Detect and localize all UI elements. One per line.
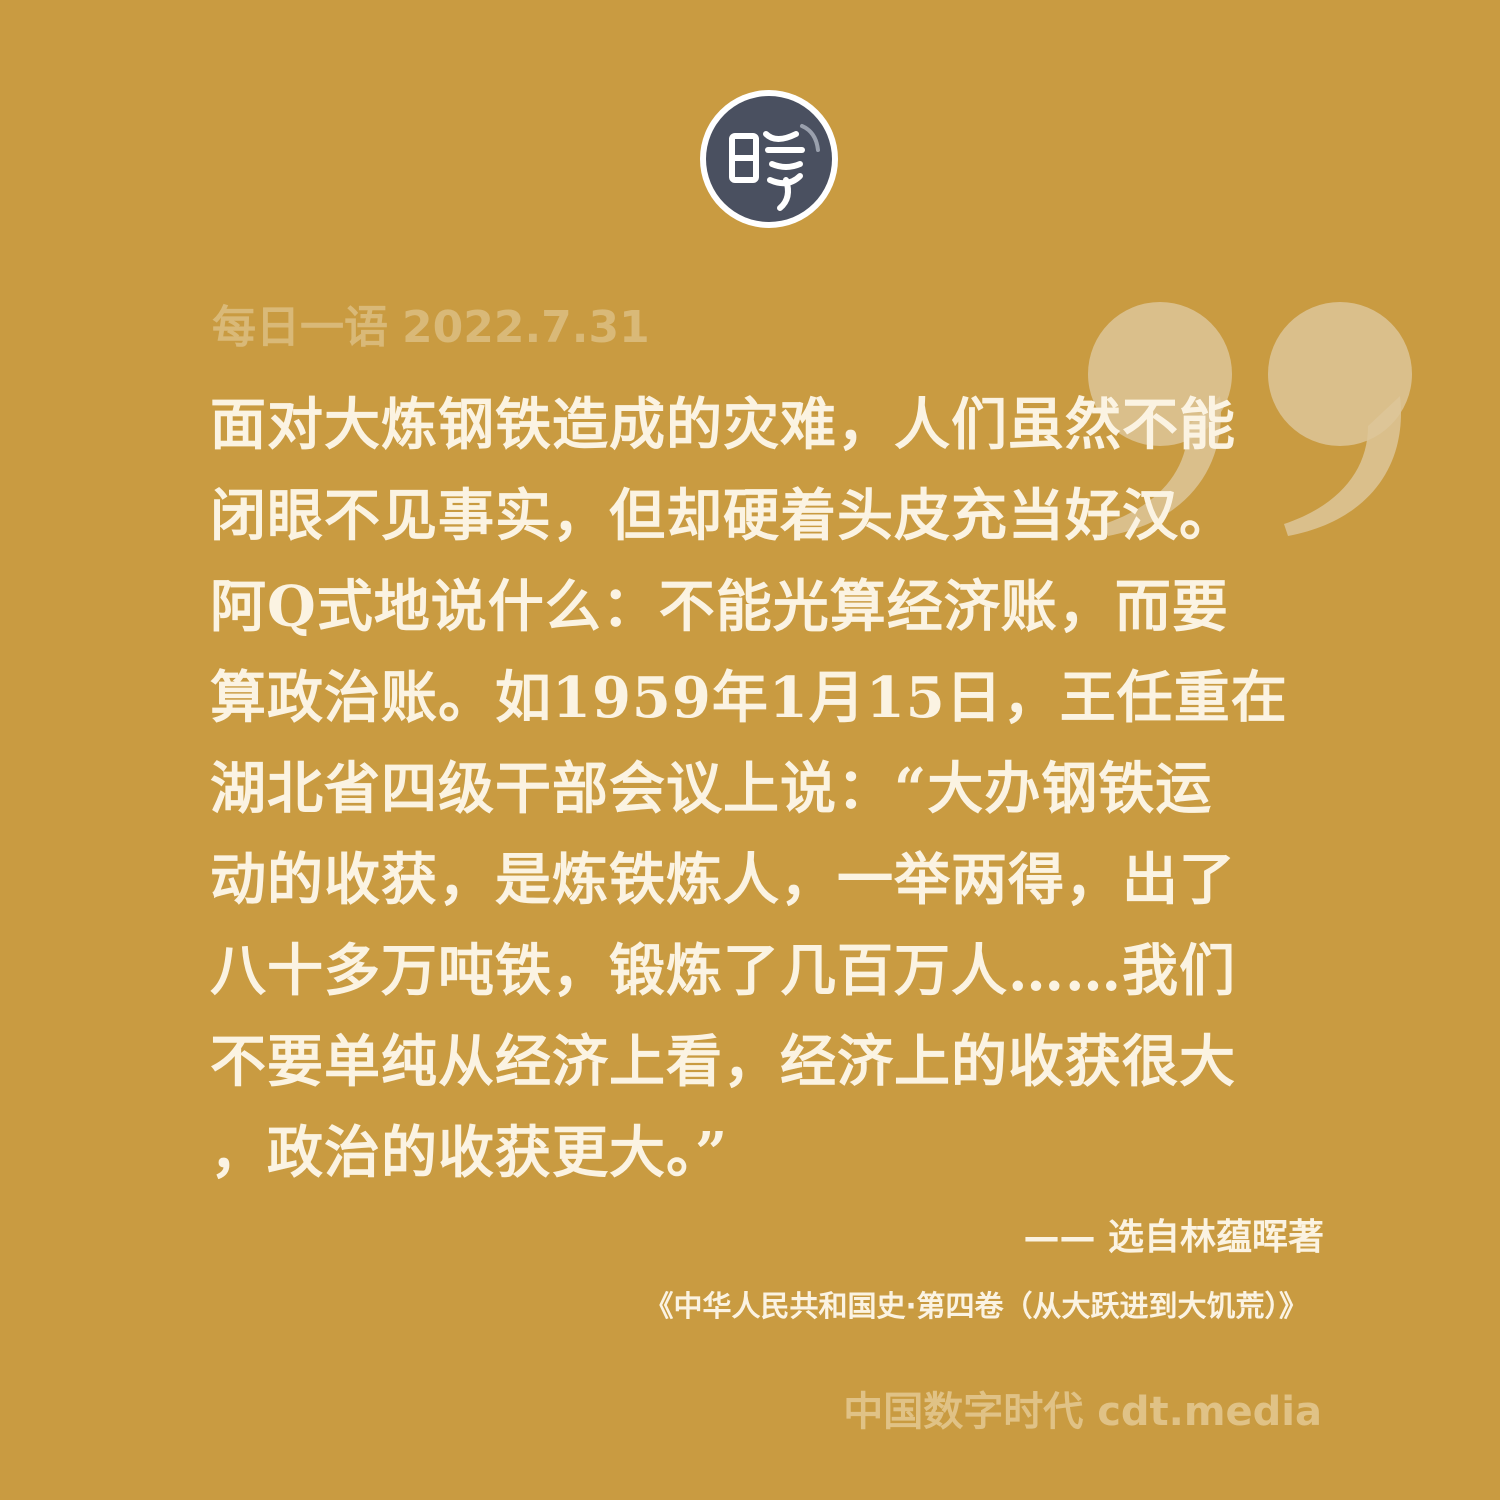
footer-brand: 中国数字时代 cdt.media [843,1389,1322,1435]
quote-line: 面对大炼钢铁造成的灾难，人们虽然不能 [210,392,1236,458]
logo-seal-icon [700,90,838,228]
quote-line: 八十多万吨铁，锻炼了几百万人……我们 [210,938,1236,1004]
book-title: 《中华人民共和国史·第四卷（从大跃进到大饥荒）》 [644,1289,1308,1323]
site-logo [698,88,840,230]
post-date: 2022.7.31 [402,302,650,353]
series-title: 每日一语 [212,302,388,353]
quote-line: 阿Q式地说什么：不能光算经济账，而要 [210,574,1229,640]
quote-line: 算政治账。如1959年1月15日，王任重在 [210,665,1288,731]
closing-quote-icon [1078,296,1423,541]
quote-line: 湖北省四级干部会议上说：“大办钢铁运 [210,756,1213,822]
quote-line: 动的收获，是炼铁炼人，一举两得，出了 [210,847,1236,913]
quote-body: 面对大炼钢铁造成的灾难，人们虽然不能 闭眼不见事实，但却硬着头皮充当好汉。 阿Q… [210,380,1340,1199]
quote-line: ，政治的收获更大。” [210,1120,729,1186]
quote-line: 闭眼不见事实，但却硬着头皮充当好汉。 [210,483,1236,549]
date-header: 每日一语 2022.7.31 [212,298,650,358]
quote-line: 不要单纯从经济上看，经济上的收获很大 [210,1029,1236,1095]
attribution-source: —— 选自林蕴晖著 [1023,1217,1324,1258]
